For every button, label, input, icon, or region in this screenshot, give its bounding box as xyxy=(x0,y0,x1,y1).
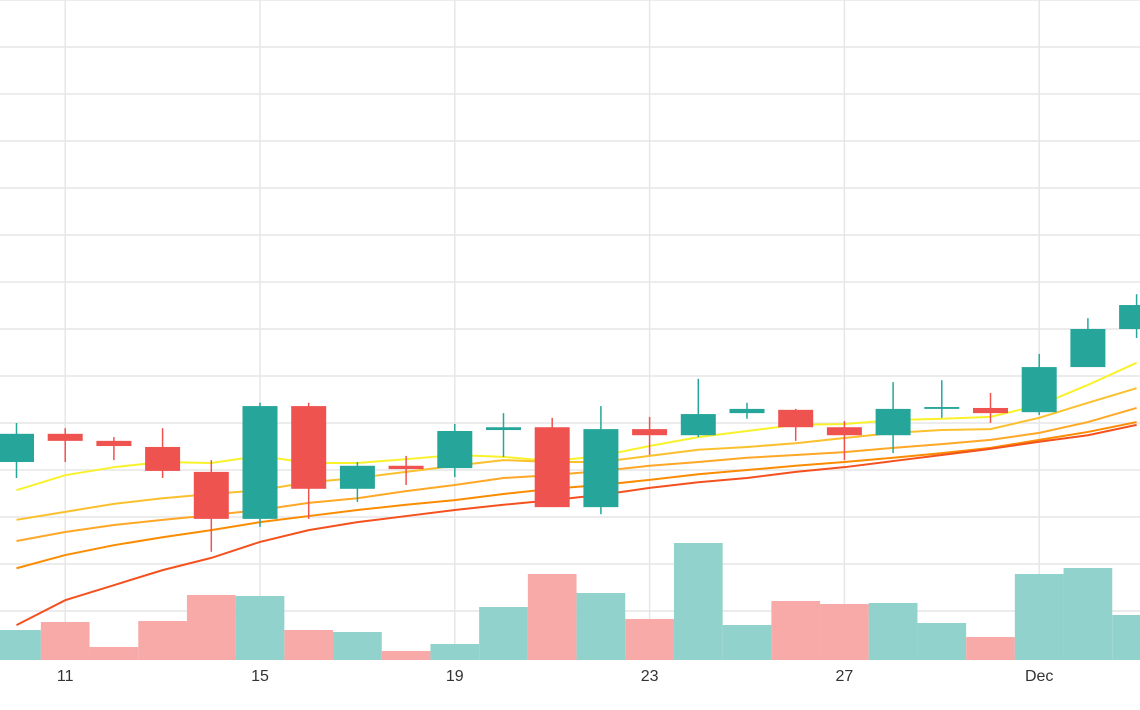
volume-bar xyxy=(966,637,1015,660)
volume-bar xyxy=(0,630,41,660)
candle-body xyxy=(437,430,473,469)
volume-bar xyxy=(1063,568,1113,660)
volume-bar xyxy=(284,630,334,660)
candle-body xyxy=(875,408,911,436)
moving-average-line xyxy=(16,406,1137,542)
candle-body xyxy=(1119,305,1140,329)
candle-body xyxy=(96,440,132,447)
candle-body xyxy=(388,465,424,470)
volume-bar xyxy=(1014,574,1064,660)
candle-body xyxy=(339,465,375,489)
candle-body xyxy=(47,433,83,441)
volume-bar xyxy=(381,651,431,660)
candle-body xyxy=(680,414,716,436)
volume-bar xyxy=(89,647,139,660)
candle-body xyxy=(826,427,862,436)
x-tick-label: 27 xyxy=(836,668,854,685)
volume-bar xyxy=(235,596,285,660)
candle-body xyxy=(291,406,327,489)
x-tick-label: 15 xyxy=(251,668,269,685)
x-tick-label: 11 xyxy=(57,668,74,685)
volume-bar xyxy=(479,607,528,660)
volume-bar xyxy=(138,621,187,660)
moving-average-line xyxy=(16,423,1137,626)
volume-bar xyxy=(868,603,918,660)
candle-body xyxy=(193,471,229,519)
volume-bar xyxy=(186,595,236,660)
volume-bar xyxy=(673,543,723,660)
moving-average-line xyxy=(16,421,1137,570)
candle-body xyxy=(242,406,278,519)
candle-body xyxy=(1070,329,1106,368)
candle-body xyxy=(1021,367,1057,413)
candle-body xyxy=(145,446,181,471)
candle-body xyxy=(729,408,765,414)
candle-body xyxy=(0,433,34,463)
x-tick-label: 19 xyxy=(446,668,464,685)
candle-body xyxy=(583,429,619,508)
volume-bar xyxy=(576,593,626,660)
volume-bar xyxy=(771,601,821,660)
volume-bar xyxy=(527,574,577,660)
candle-body xyxy=(924,407,960,409)
candle-body xyxy=(973,407,1008,414)
candle-body xyxy=(534,427,570,508)
x-tick-label: Dec xyxy=(1025,668,1053,685)
volume-bar xyxy=(820,604,869,660)
volume-bar xyxy=(917,623,967,660)
volume-bar xyxy=(625,619,674,660)
moving-average-line xyxy=(16,361,1138,492)
volume-bar xyxy=(40,622,90,660)
volume-bar xyxy=(430,644,480,660)
volume-bar xyxy=(1112,615,1140,660)
x-tick-label: 23 xyxy=(641,668,659,685)
candle-body xyxy=(778,409,814,428)
volume-bar xyxy=(722,625,772,660)
candle-body xyxy=(632,429,668,436)
moving-average-line xyxy=(16,387,1137,521)
candle-body xyxy=(486,427,521,431)
volume-bar xyxy=(333,632,382,660)
